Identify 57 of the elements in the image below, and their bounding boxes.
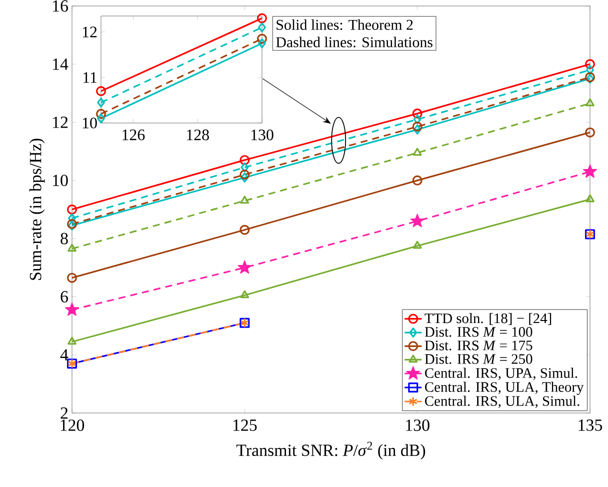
point <box>586 98 594 106</box>
legend-label: Dist. IRS M = 100 <box>424 327 532 337</box>
point <box>68 213 76 224</box>
point <box>586 194 594 202</box>
y-tick-label: 16 <box>53 0 68 12</box>
point <box>240 224 250 235</box>
point <box>240 290 250 298</box>
x-tick-label: 128 <box>187 130 209 140</box>
y-axis-title: Sum-rate (in bps/Hz) <box>29 138 45 280</box>
point <box>412 108 422 119</box>
point <box>412 122 422 132</box>
legend-label: Central. IRS, ULA, Simul. <box>425 396 580 408</box>
point <box>67 272 77 283</box>
y-tick-label: 12 <box>53 116 68 128</box>
x-tick-label: 135 <box>578 420 602 431</box>
point <box>410 214 424 228</box>
legend-label: Central. IRS, UPA, Simul. <box>425 368 578 380</box>
point <box>67 204 77 214</box>
point <box>413 124 422 135</box>
x-tick-label: 120 <box>60 420 84 431</box>
point <box>68 336 76 345</box>
legend-label: TTD soln. [18] − [24] <box>424 313 552 325</box>
x-tick-label: 126 <box>122 130 145 140</box>
point <box>240 170 250 180</box>
y-tick-label: 8 <box>60 232 68 244</box>
y-tick-label: 14 <box>53 58 68 70</box>
point <box>586 64 594 75</box>
point <box>240 162 249 172</box>
point <box>412 240 422 249</box>
point <box>240 172 249 183</box>
point <box>238 260 252 274</box>
point <box>582 164 598 178</box>
annotation: Solid lines: Theorem 2 <box>276 19 413 30</box>
point <box>64 302 80 316</box>
x-tick-label: 125 <box>233 420 257 431</box>
y-tick-label: 12 <box>82 26 97 38</box>
y-tick-label: 10 <box>82 118 97 128</box>
legend-label: Central. IRS, ULA, Theory <box>425 382 584 395</box>
point <box>412 175 422 186</box>
y-tick-label: 4 <box>60 349 68 360</box>
legend-label: Dist. IRS M = 175 <box>424 340 532 350</box>
annotation: Dashed lines: Simulations <box>276 36 432 48</box>
point <box>412 148 422 156</box>
legend-label: Dist. IRS M = 250 <box>424 354 532 364</box>
x-tick-label: 130 <box>406 420 430 431</box>
point <box>240 196 250 204</box>
point <box>413 114 422 124</box>
x-tick-label: 130 <box>251 130 274 140</box>
point <box>585 59 596 70</box>
point <box>240 155 250 166</box>
x-axis-title: Transmit SNR: P/σ$^{2}$ (in dB) <box>236 442 426 460</box>
point <box>68 244 76 252</box>
y-tick-label: 2 <box>60 407 68 419</box>
y-tick-label: 10 <box>53 174 68 186</box>
point <box>585 127 596 138</box>
y-tick-label: 11 <box>84 72 97 83</box>
y-tick-label: 6 <box>60 291 68 302</box>
